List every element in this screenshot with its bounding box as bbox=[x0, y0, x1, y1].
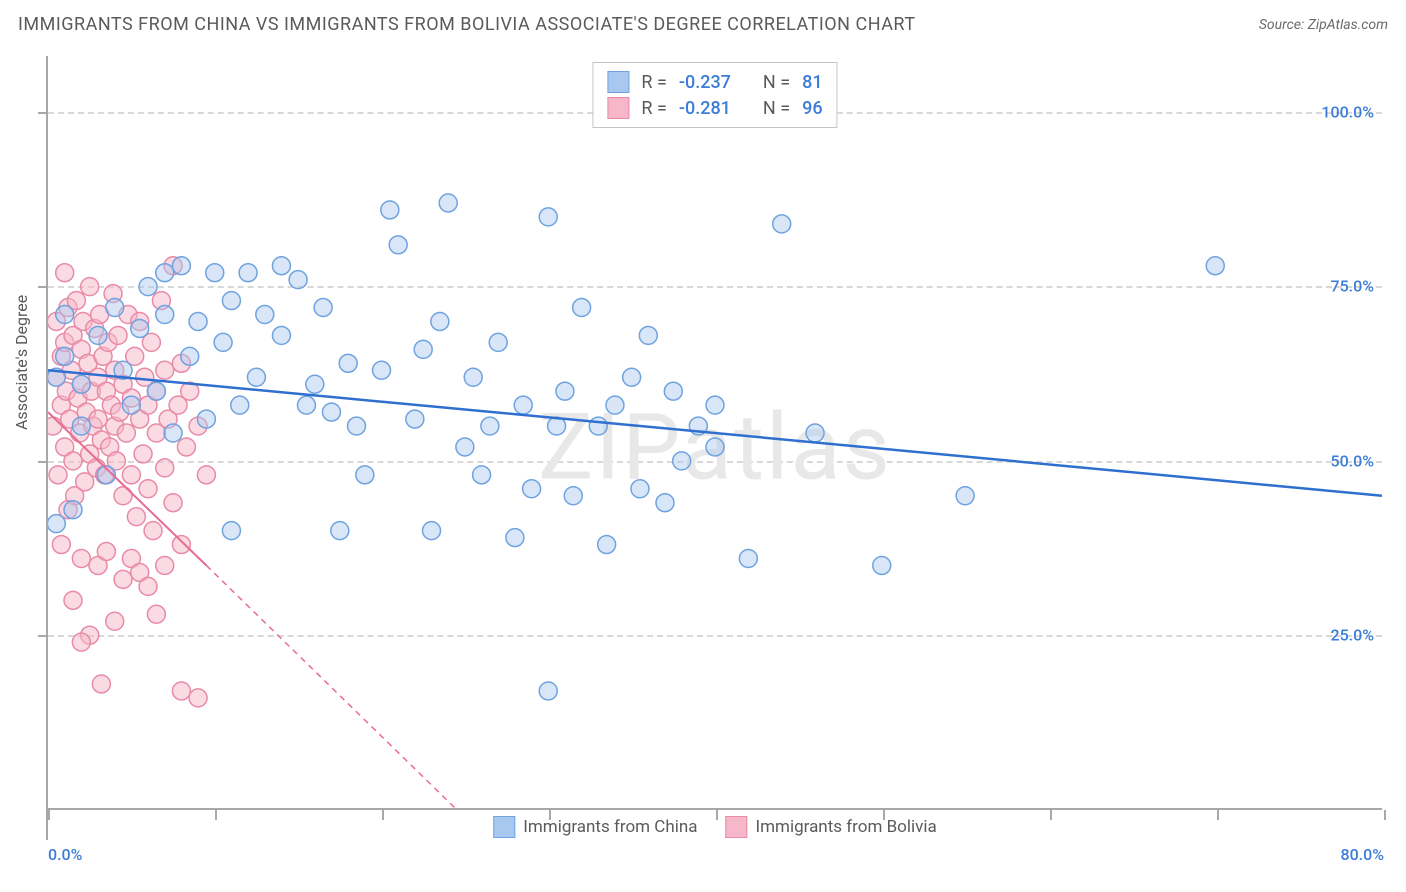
value-N-china: 81 bbox=[802, 72, 822, 93]
swatch-china bbox=[607, 71, 629, 93]
y-axis-label: Associate's Degree bbox=[12, 295, 31, 430]
chart-header: IMMIGRANTS FROM CHINA VS IMMIGRANTS FROM… bbox=[18, 14, 1388, 35]
swatch-bolivia bbox=[607, 97, 629, 119]
swatch-china bbox=[493, 816, 515, 838]
series-legend: Immigrants from China Immigrants from Bo… bbox=[493, 816, 937, 838]
legend-item-china: Immigrants from China bbox=[493, 816, 697, 838]
correlation-row-china: R = -0.237 N = 81 bbox=[607, 69, 822, 95]
value-R-china: -0.237 bbox=[679, 72, 731, 93]
legend-label-china: Immigrants from China bbox=[523, 817, 697, 837]
correlation-row-bolivia: R = -0.281 N = 96 bbox=[607, 95, 822, 121]
legend-item-bolivia: Immigrants from Bolivia bbox=[726, 816, 937, 838]
swatch-bolivia bbox=[726, 816, 748, 838]
legend-label-bolivia: Immigrants from Bolivia bbox=[756, 817, 937, 837]
label-N: N = bbox=[763, 72, 790, 93]
chart-title: IMMIGRANTS FROM CHINA VS IMMIGRANTS FROM… bbox=[18, 14, 916, 35]
value-R-bolivia: -0.281 bbox=[679, 98, 731, 119]
label-N: N = bbox=[763, 98, 790, 119]
value-N-bolivia: 96 bbox=[802, 98, 822, 119]
plot-layer bbox=[48, 56, 1382, 840]
chart-source: Source: ZipAtlas.com bbox=[1259, 17, 1388, 33]
label-R: R = bbox=[641, 72, 666, 93]
chart-area: ZIPatlas 25.0%50.0%75.0%100.0% 0.0%80.0%… bbox=[46, 56, 1382, 840]
correlation-legend: R = -0.237 N = 81 R = -0.281 N = 96 bbox=[592, 62, 837, 128]
label-R: R = bbox=[641, 98, 666, 119]
